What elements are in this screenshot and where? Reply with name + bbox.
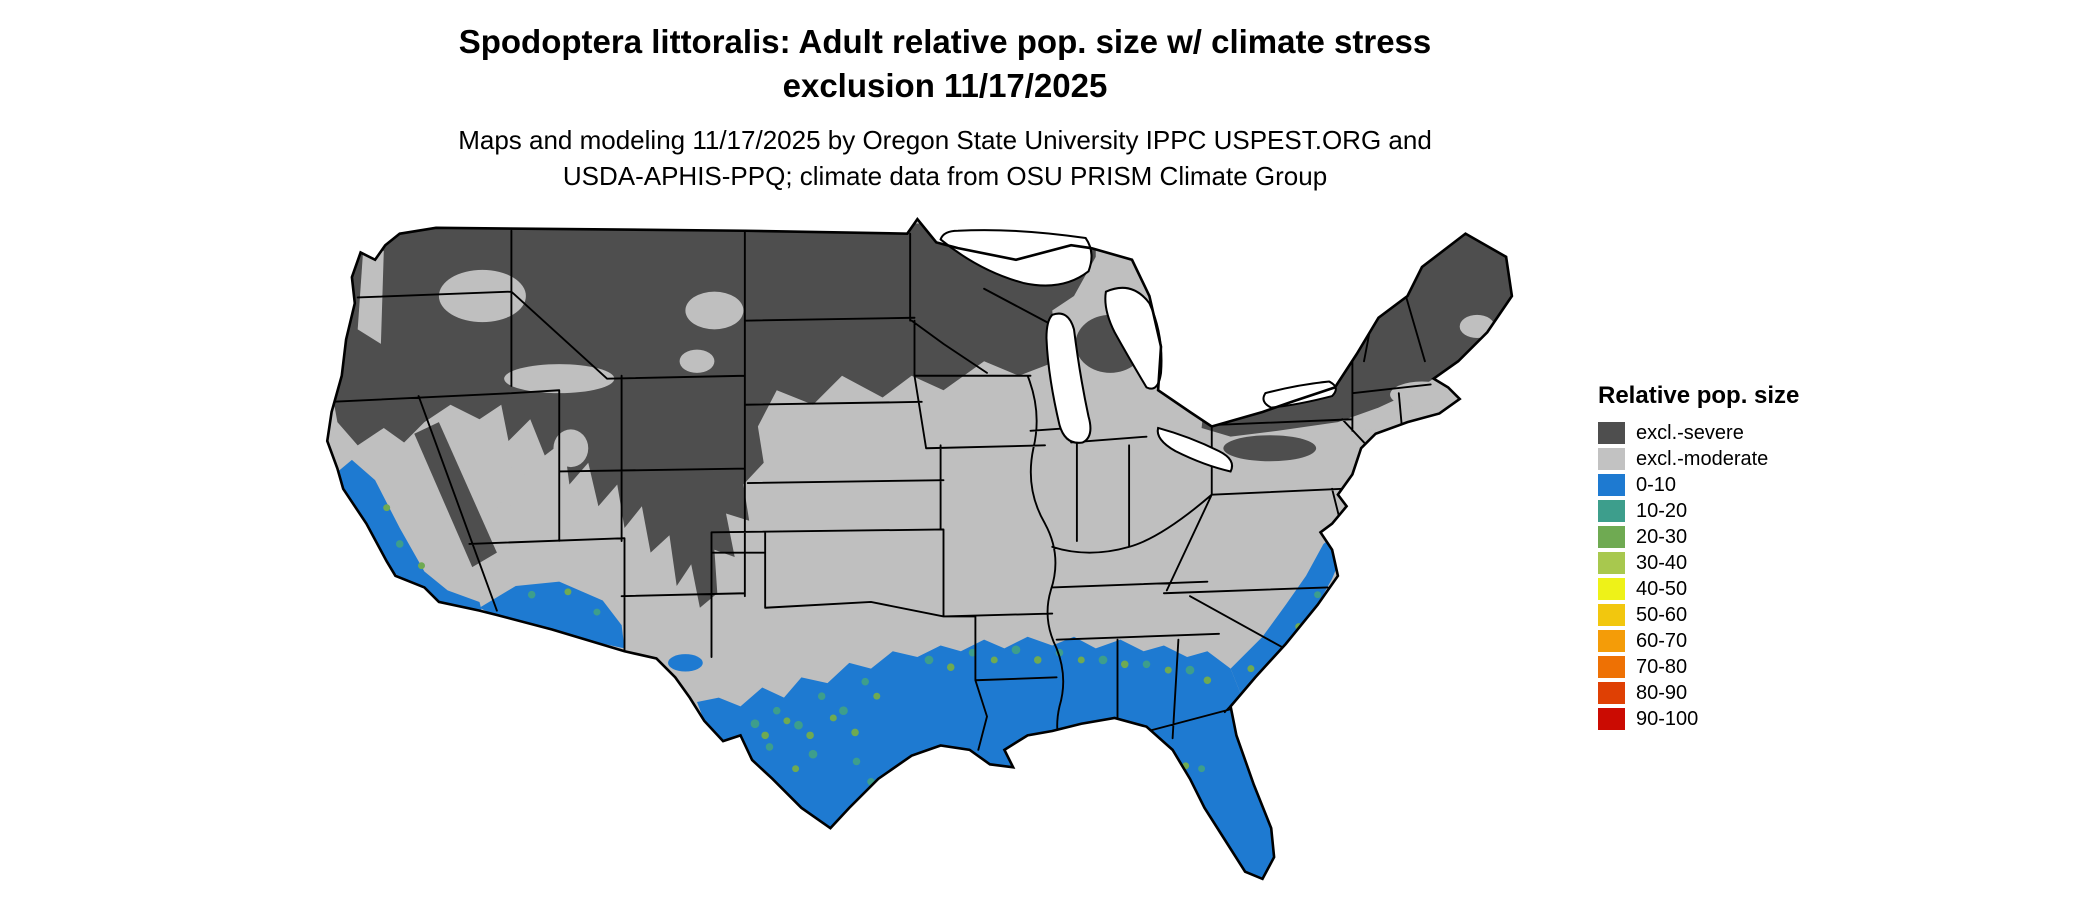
legend-swatch xyxy=(1598,474,1625,496)
legend-item-label: 50-60 xyxy=(1636,604,1688,626)
page-subtitle: Maps and modeling 11/17/2025 by Oregon S… xyxy=(280,122,1610,194)
legend-swatch xyxy=(1598,604,1625,626)
lake-michigan xyxy=(1045,312,1092,444)
legend-item: 40-50 xyxy=(1598,576,1918,602)
legend-item-label: 60-70 xyxy=(1636,630,1688,652)
lake-ontario xyxy=(1262,380,1337,409)
legend-item: excl.-severe xyxy=(1598,420,1918,446)
legend-item: 80-90 xyxy=(1598,680,1918,706)
legend-swatch xyxy=(1598,682,1625,704)
page-title-line1: Spodoptera littoralis: Adult relative po… xyxy=(458,23,1432,60)
legend-item-label: 0-10 xyxy=(1636,474,1677,496)
us-outline xyxy=(325,216,1514,881)
legend-item: 50-60 xyxy=(1598,602,1918,628)
legend-swatch xyxy=(1598,630,1625,652)
page-subtitle-line1: Maps and modeling 11/17/2025 by Oregon S… xyxy=(458,125,1432,155)
legend-swatch xyxy=(1598,656,1625,678)
legend: Relative pop. size excl.-severe excl.-mod… xyxy=(1598,382,1918,732)
legend-item-label: 80-90 xyxy=(1636,682,1688,704)
legend-item-label: 70-80 xyxy=(1636,656,1688,678)
map-region-pop-0-10 xyxy=(334,459,1347,879)
legend-title: Relative pop. size xyxy=(1598,382,1800,409)
legend-item: excl.-moderate xyxy=(1598,446,1918,472)
legend-swatch xyxy=(1598,708,1625,730)
legend-item: 20-30 xyxy=(1598,524,1918,550)
legend-item-label: 30-40 xyxy=(1636,552,1688,574)
legend-swatch xyxy=(1598,578,1625,600)
page-title: Spodoptera littoralis: Adult relative po… xyxy=(280,20,1610,108)
legend-item-label: 10-20 xyxy=(1636,500,1688,522)
us-population-map xyxy=(262,158,1654,898)
great-lakes xyxy=(939,229,1337,473)
state-borders xyxy=(330,229,1432,757)
legend-swatch xyxy=(1598,526,1625,548)
legend-item: 60-70 xyxy=(1598,628,1918,654)
legend-item: 90-100 xyxy=(1598,706,1918,732)
lake-huron xyxy=(1104,286,1163,390)
legend-items: excl.-severe excl.-moderate 0-10 10-20 20-30… xyxy=(1598,420,1918,732)
lake-superior xyxy=(939,229,1093,287)
legend-swatch xyxy=(1598,448,1625,470)
legend-item: 30-40 xyxy=(1598,550,1918,576)
legend-swatch xyxy=(1598,500,1625,522)
legend-item: 10-20 xyxy=(1598,498,1918,524)
page-title-line2: exclusion 11/17/2025 xyxy=(782,67,1108,104)
legend-swatch xyxy=(1598,552,1625,574)
map-speckles-pop-20-30 xyxy=(383,504,1303,860)
legend-item: 70-80 xyxy=(1598,654,1918,680)
legend-item-label: 40-50 xyxy=(1636,578,1688,600)
legend-item: 0-10 xyxy=(1598,472,1918,498)
legend-item-label: 90-100 xyxy=(1636,708,1699,730)
legend-item-label: 20-30 xyxy=(1636,526,1688,548)
lake-erie xyxy=(1156,426,1234,473)
page-subtitle-line2: USDA-APHIS-PPQ; climate data from OSU PR… xyxy=(562,161,1328,191)
legend-swatch xyxy=(1598,422,1625,444)
legend-item-label: excl.-moderate xyxy=(1636,448,1769,470)
us-map-svg xyxy=(325,216,1514,881)
legend-item-label: excl.-severe xyxy=(1636,422,1744,444)
